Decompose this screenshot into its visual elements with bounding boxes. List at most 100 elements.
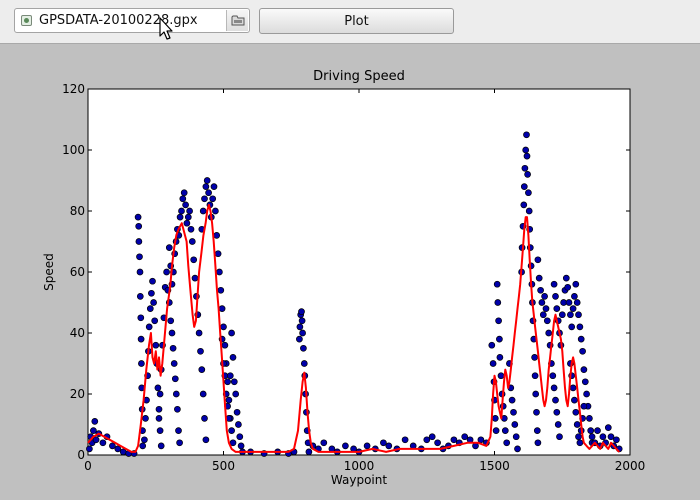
speed-point bbox=[305, 448, 313, 456]
speed-point bbox=[146, 305, 154, 312]
browse-button[interactable] bbox=[226, 10, 248, 31]
speed-point bbox=[588, 433, 596, 441]
speed-point bbox=[575, 311, 582, 319]
speed-point bbox=[491, 415, 499, 422]
speed-point bbox=[199, 207, 207, 215]
speed-point bbox=[187, 225, 195, 233]
speed-point bbox=[572, 280, 580, 288]
speed-point bbox=[554, 421, 562, 428]
speed-point bbox=[298, 317, 306, 325]
speed-point bbox=[385, 442, 393, 450]
speed-point bbox=[576, 439, 584, 447]
speed-point bbox=[300, 344, 307, 352]
speed-point bbox=[232, 390, 240, 398]
speed-point bbox=[300, 360, 308, 367]
x-axis-label: Waypoint bbox=[331, 473, 387, 487]
speed-point bbox=[148, 289, 155, 297]
y-axis-label: Speed bbox=[42, 253, 56, 291]
speed-point bbox=[508, 396, 516, 404]
speed-point bbox=[152, 341, 160, 349]
speed-point bbox=[183, 219, 191, 227]
speed-point bbox=[163, 268, 170, 276]
speed-point bbox=[182, 201, 189, 209]
speed-point bbox=[534, 439, 542, 447]
speed-point bbox=[510, 408, 517, 416]
speed-point bbox=[141, 436, 148, 444]
speed-point bbox=[155, 415, 163, 422]
speed-point bbox=[228, 329, 235, 337]
speed-point bbox=[613, 436, 620, 444]
speed-point bbox=[532, 390, 540, 398]
speed-point bbox=[567, 311, 574, 319]
speed-point bbox=[568, 323, 576, 331]
speed-point bbox=[205, 189, 212, 197]
speed-point bbox=[138, 360, 145, 367]
speed-point bbox=[199, 390, 207, 398]
speed-point bbox=[145, 323, 153, 331]
speed-point bbox=[320, 439, 328, 447]
speed-figure: Driving Speed 0 500 1000 1500 2000 0 20 40 60 80 1… bbox=[42, 69, 645, 487]
speed-point bbox=[550, 384, 558, 392]
file-picker-combo[interactable]: GPSDATA-20100228.gpx bbox=[14, 8, 250, 33]
file-name-text: GPSDATA-20100228.gpx bbox=[39, 13, 198, 28]
speed-point bbox=[119, 448, 127, 456]
speed-point bbox=[176, 439, 183, 447]
speed-point bbox=[537, 286, 544, 294]
speed-point bbox=[225, 396, 233, 404]
speed-point bbox=[525, 189, 532, 197]
speed-point bbox=[488, 341, 496, 349]
speed-point bbox=[201, 195, 208, 203]
speed-point bbox=[109, 442, 116, 450]
speed-point bbox=[550, 280, 558, 288]
speed-point bbox=[137, 335, 145, 343]
speed-point bbox=[90, 427, 97, 434]
speed-point bbox=[209, 195, 217, 203]
axis-ticks: 0 500 1000 1500 2000 0 20 40 60 80 100 120 bbox=[62, 82, 645, 473]
speed-point bbox=[512, 433, 520, 441]
speed-point bbox=[514, 445, 521, 453]
plot-button[interactable]: Plot bbox=[259, 8, 454, 34]
speed-point bbox=[492, 427, 500, 434]
speed-point bbox=[91, 418, 99, 425]
y-tick-label: 120 bbox=[62, 82, 85, 96]
speed-point bbox=[542, 305, 550, 312]
speed-point bbox=[135, 222, 143, 230]
speed-point bbox=[489, 360, 497, 367]
speed-point bbox=[296, 335, 303, 343]
speed-point bbox=[175, 427, 182, 434]
speed-point bbox=[503, 439, 511, 447]
speed-point bbox=[497, 372, 505, 380]
speed-point bbox=[214, 250, 222, 258]
speed-point bbox=[174, 405, 181, 413]
speed-point bbox=[604, 424, 612, 431]
speed-point bbox=[184, 213, 192, 221]
x-tick-label: 1500 bbox=[479, 459, 510, 473]
speed-point bbox=[157, 442, 165, 450]
speed-point bbox=[212, 207, 219, 215]
speed-point bbox=[154, 384, 162, 392]
speed-point bbox=[552, 396, 559, 404]
y-tick-label: 40 bbox=[70, 326, 85, 340]
speed-point bbox=[538, 299, 546, 306]
speed-point bbox=[136, 268, 144, 276]
speed-lines bbox=[87, 203, 620, 453]
speed-point bbox=[434, 439, 441, 447]
x-tick-label: 2000 bbox=[615, 459, 646, 473]
speed-point bbox=[583, 390, 590, 398]
speed-point bbox=[569, 305, 577, 312]
speed-point bbox=[525, 207, 533, 215]
speed-point bbox=[210, 183, 218, 190]
speed-point bbox=[150, 299, 157, 306]
speed-point bbox=[198, 366, 206, 373]
speed-point bbox=[553, 408, 561, 416]
speed-point bbox=[156, 390, 164, 398]
speed-point bbox=[213, 232, 221, 239]
speed-point bbox=[428, 433, 436, 441]
speed-point bbox=[496, 354, 504, 361]
speed-point bbox=[136, 253, 143, 261]
speed-point bbox=[553, 305, 561, 312]
speed-point bbox=[586, 415, 593, 422]
speed-point bbox=[220, 323, 227, 331]
y-tick-label: 80 bbox=[70, 204, 85, 218]
speed-point bbox=[171, 375, 179, 383]
